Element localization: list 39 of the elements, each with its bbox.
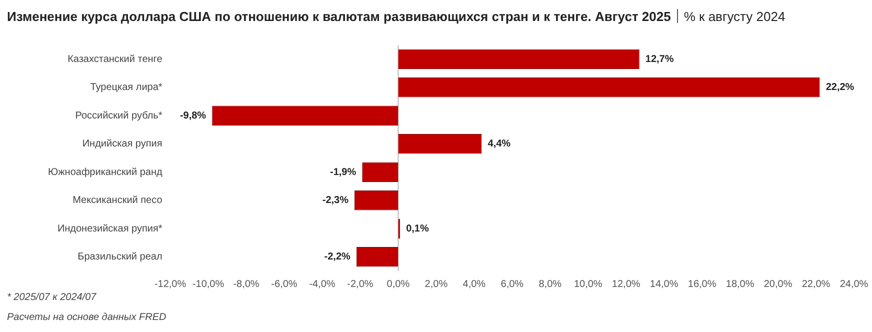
data-label: 22,2% (826, 82, 854, 94)
y-tick-label: Российский рубль* (75, 110, 162, 122)
x-tick-label: 10,0% (574, 278, 602, 290)
x-tick-label: 8,0% (538, 278, 562, 290)
x-tick-label: -8,0% (233, 278, 260, 290)
text: * 2025/07 к 2024/07 (7, 291, 98, 305)
chart-subtitle: % к августу 2024 (684, 9, 786, 24)
x-tick-label: -12,0% (154, 278, 186, 290)
data-label: -2,2% (324, 252, 351, 263)
x-tick-label: 4,0% (462, 278, 486, 290)
x-tick-label: 2,0% (424, 278, 448, 290)
x-tick-label: -2,0% (347, 278, 374, 290)
y-tick-label: Индийская рупия (82, 138, 162, 150)
x-tick-label: 6,0% (500, 278, 524, 290)
data-label: -2,3% (322, 195, 349, 206)
y-tick-label: Бразильский реал (78, 252, 162, 263)
x-tick-label: -6,0% (271, 278, 298, 290)
y-tick-label: Мексиканский песо (72, 195, 163, 206)
x-tick-label: 16,0% (688, 278, 716, 290)
y-tick-label: Индонезийская рупия* (57, 223, 162, 234)
data-label: 4,4% (488, 138, 511, 150)
data-label: -9,8% (180, 110, 206, 122)
x-tick-label: 12,0% (612, 278, 640, 290)
x-tick-label: -4,0% (309, 278, 336, 290)
data-label: -1,9% (330, 166, 356, 178)
x-tick-label: 24,0% (840, 278, 868, 290)
y-tick-label: Южноафриканский ранд (48, 166, 162, 178)
y-tick-label: Казахстанский тенге (68, 54, 163, 65)
x-tick-label: -10,0% (192, 278, 224, 290)
x-tick-label: 18,0% (726, 278, 754, 290)
data-label: 0,1% (406, 223, 429, 234)
x-tick-label: 0,0% (386, 278, 410, 290)
x-tick-label: 20,0% (764, 278, 792, 290)
chart-title: Изменение курса доллара США по отношению к валютам развивающихся стран и к тенге. Август 2025 (7, 9, 671, 24)
text: Расчеты на основе данных FRED (7, 311, 166, 325)
y-tick-label: Турецкая лира* (90, 82, 162, 94)
x-tick-label: 22,0% (802, 278, 830, 290)
x-tick-label: 14,0% (650, 278, 678, 290)
data-label: 12,7% (645, 54, 674, 65)
